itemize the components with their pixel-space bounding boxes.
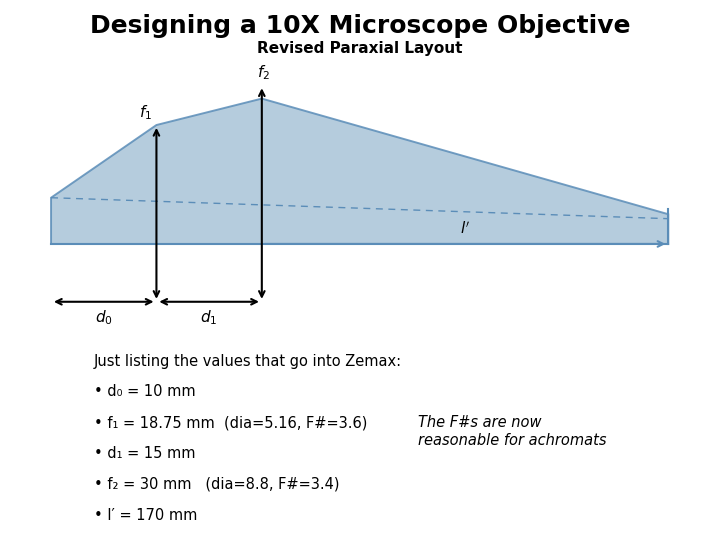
Polygon shape xyxy=(51,99,668,244)
Text: $d_0$: $d_0$ xyxy=(95,308,112,327)
Text: Revised Paraxial Layout: Revised Paraxial Layout xyxy=(257,40,463,56)
Text: $d_1$: $d_1$ xyxy=(200,308,218,327)
Text: • l′ = 170 mm: • l′ = 170 mm xyxy=(94,508,197,523)
Text: • f₂ = 30 mm   (dia=8.8, F#=3.4): • f₂ = 30 mm (dia=8.8, F#=3.4) xyxy=(94,477,339,492)
Text: $f_1$: $f_1$ xyxy=(140,103,153,122)
Text: The F#s are now
reasonable for achromats: The F#s are now reasonable for achromats xyxy=(418,415,606,448)
Text: Just listing the values that go into Zemax:: Just listing the values that go into Zem… xyxy=(94,354,402,369)
Text: Designing a 10X Microscope Objective: Designing a 10X Microscope Objective xyxy=(90,14,630,37)
Text: $l'$: $l'$ xyxy=(460,221,470,238)
Text: • d₀ = 10 mm: • d₀ = 10 mm xyxy=(94,384,195,400)
Text: • d₁ = 15 mm: • d₁ = 15 mm xyxy=(94,446,195,461)
Text: • f₁ = 18.75 mm  (dia=5.16, F#=3.6): • f₁ = 18.75 mm (dia=5.16, F#=3.6) xyxy=(94,415,367,430)
Text: $f_2$: $f_2$ xyxy=(257,63,270,82)
